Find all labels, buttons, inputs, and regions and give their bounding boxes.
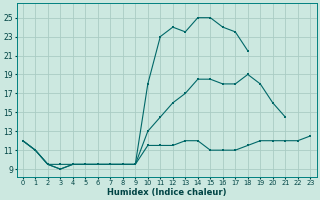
X-axis label: Humidex (Indice chaleur): Humidex (Indice chaleur) — [107, 188, 226, 197]
